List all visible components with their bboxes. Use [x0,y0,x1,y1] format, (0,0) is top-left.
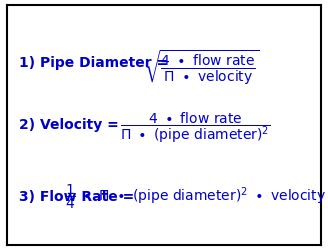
Text: $\dfrac{1}{4}\ \bullet\ \Pi\ \bullet\ \mathrm{(pipe\ diameter)}^{2}\ \bullet\ \m: $\dfrac{1}{4}\ \bullet\ \Pi\ \bullet\ \m… [65,183,326,211]
Text: 3) Flow Rate =: 3) Flow Rate = [19,190,139,204]
Text: 1) Pipe Diameter =: 1) Pipe Diameter = [19,56,173,70]
Text: $\dfrac{4\ \bullet\ \mathrm{flow\ rate}}{\Pi\ \bullet\ \mathrm{(pipe\ diameter)}: $\dfrac{4\ \bullet\ \mathrm{flow\ rate}}… [120,110,271,145]
Text: 2) Velocity =: 2) Velocity = [19,118,124,132]
Text: $\sqrt{\dfrac{4\ \bullet\ \mathrm{flow\ rate}}{\Pi\ \bullet\ \mathrm{velocity}}}: $\sqrt{\dfrac{4\ \bullet\ \mathrm{flow\ … [144,48,259,87]
